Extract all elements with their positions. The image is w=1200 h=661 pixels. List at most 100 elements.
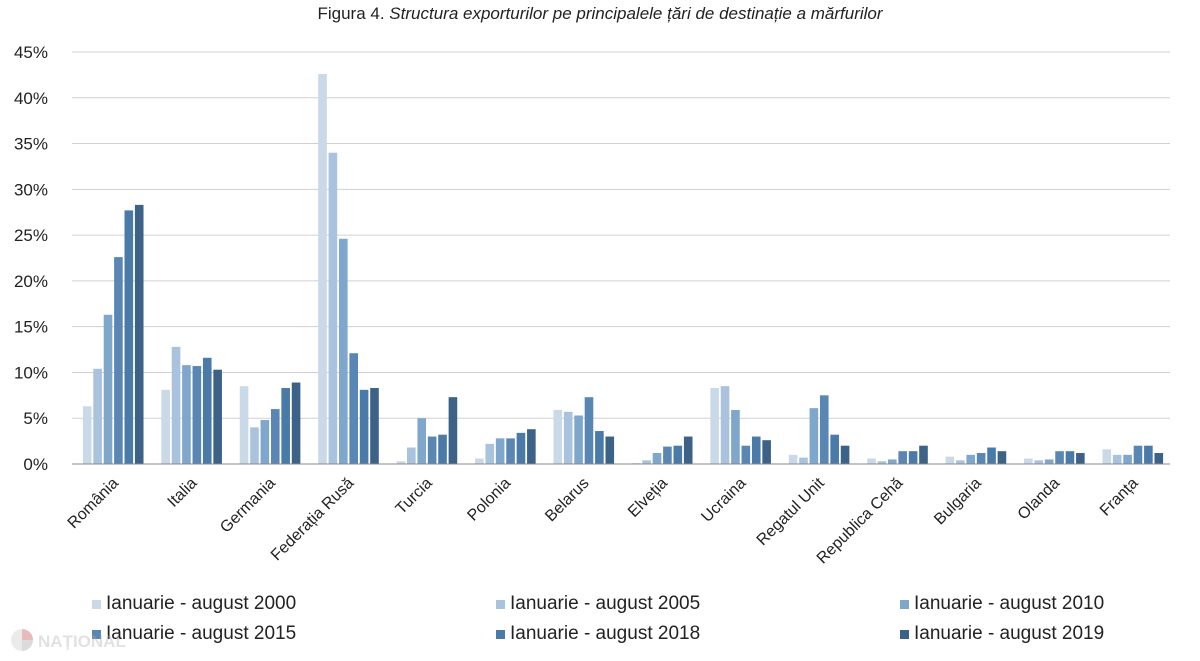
legend-swatch (900, 630, 909, 639)
bar (997, 451, 1007, 464)
x-tick-label: Turcia (393, 475, 436, 518)
bar (239, 386, 249, 464)
bar (1044, 459, 1054, 464)
legend-label: Ianuarie - august 2015 (106, 623, 296, 644)
bar (1133, 445, 1143, 464)
x-tick-label: România (65, 475, 122, 532)
bar (495, 438, 505, 464)
bar (93, 368, 102, 464)
legend-swatch (92, 630, 101, 639)
bar (788, 454, 798, 464)
x-tick-label: Ucraina (698, 475, 749, 526)
bar (683, 436, 693, 464)
bar (407, 447, 416, 464)
bar (516, 432, 526, 464)
y-tick-label: 10% (14, 363, 48, 382)
x-tick-label: Elveția (625, 475, 671, 521)
bar (527, 429, 536, 464)
bar (182, 365, 191, 464)
x-tick-label: Italia (165, 475, 201, 511)
y-tick-label: 40% (14, 89, 48, 108)
bar (840, 445, 850, 464)
bar (1154, 453, 1164, 464)
x-tick-label: Belarus (542, 475, 592, 525)
bar (652, 453, 662, 464)
bar (1065, 451, 1075, 464)
grid-lines (72, 51, 1170, 419)
bar (898, 451, 907, 464)
y-tick-label: 0% (23, 455, 48, 474)
bar (213, 369, 222, 464)
legend: Ianuarie - august 2000 Ianuarie - august … (92, 593, 1104, 644)
x-tick-label: Polonia (464, 475, 514, 525)
bar (819, 395, 829, 464)
y-tick-label: 15% (14, 318, 48, 337)
y-tick-label: 35% (14, 135, 48, 154)
legend-swatch (92, 600, 101, 609)
bar (359, 389, 369, 464)
bar (260, 420, 270, 464)
y-tick-label: 20% (14, 272, 48, 291)
legend-label: Ianuarie - august 2000 (106, 593, 296, 614)
bar (976, 453, 986, 464)
bar (1034, 460, 1044, 464)
y-tick-label: 25% (14, 226, 48, 245)
bar (563, 411, 573, 464)
y-tick-label: 5% (23, 409, 48, 428)
bar (171, 346, 181, 464)
bar (584, 397, 594, 464)
x-tick-label: Olanda (1015, 475, 1064, 524)
bar (605, 436, 615, 464)
bar (281, 388, 290, 464)
bar (417, 418, 427, 464)
bar (877, 461, 887, 464)
bar (328, 152, 338, 464)
bar (867, 458, 876, 464)
bar (987, 447, 996, 464)
legend-label: Ianuarie - august 2019 (914, 623, 1104, 644)
bar (762, 440, 771, 464)
bar (1055, 451, 1064, 464)
bar (250, 427, 259, 464)
bar (506, 438, 515, 464)
bar (710, 388, 719, 464)
bar (966, 454, 976, 464)
bar (161, 389, 170, 464)
bar (1076, 453, 1085, 464)
bar (720, 386, 730, 464)
bar (956, 460, 965, 464)
chart-title: Figura 4. Structura exporturilor pe prin… (0, 4, 1200, 24)
bar (475, 458, 484, 464)
bar (427, 436, 437, 464)
bar (202, 357, 212, 464)
bar (830, 434, 839, 464)
x-tick-label: Federația Rusă (268, 475, 357, 564)
bar (595, 431, 604, 464)
bar (751, 436, 761, 464)
bar (945, 456, 955, 464)
bar (908, 451, 918, 464)
bar (339, 238, 348, 464)
bar (1024, 458, 1033, 464)
bar (731, 409, 740, 464)
bar (291, 382, 301, 464)
bar (134, 204, 144, 465)
bar (1102, 449, 1112, 464)
bar (82, 406, 92, 464)
legend-label: Ianuarie - august 2018 (510, 623, 700, 644)
bar (349, 353, 358, 464)
bar (192, 366, 202, 464)
x-tick-label: Republica Cehă (814, 475, 907, 568)
bar (574, 415, 583, 464)
legend-label: Ianuarie - august 2005 (510, 593, 700, 614)
bar (124, 210, 134, 464)
legend-swatch (900, 600, 909, 609)
bars (82, 73, 1164, 465)
watermark: NAȚIONAL (11, 629, 126, 651)
bar (370, 388, 379, 464)
bar (103, 314, 113, 464)
legend-swatch (496, 630, 505, 639)
bar (642, 460, 651, 464)
